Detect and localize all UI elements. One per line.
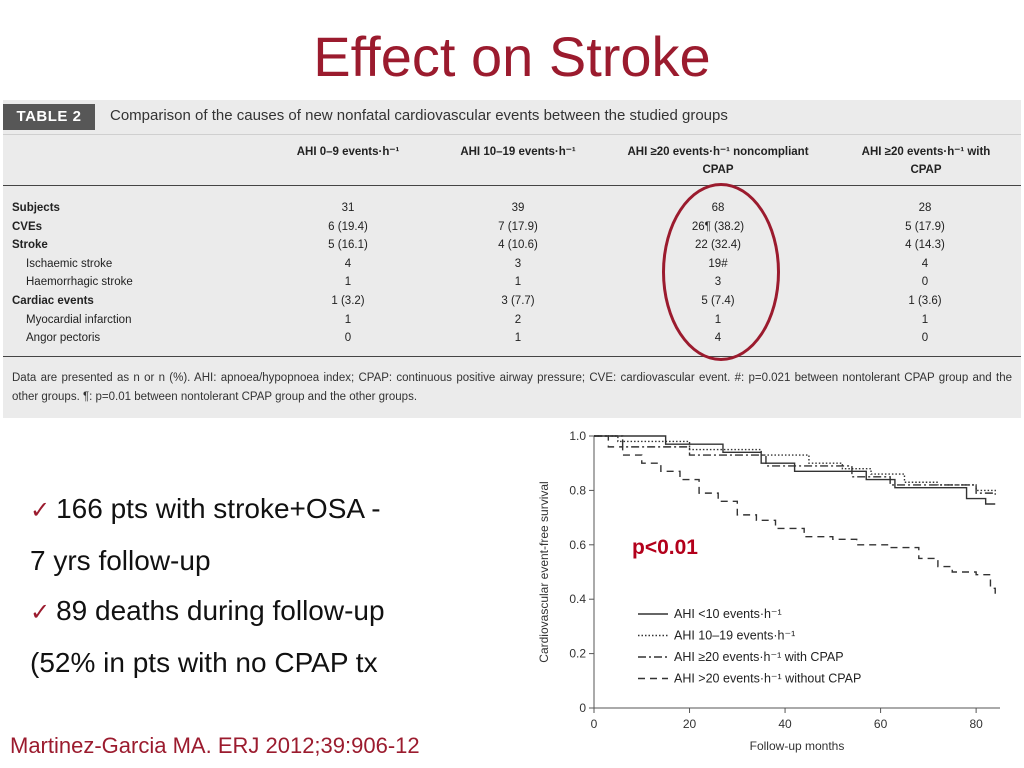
bullet-item: ✓ 89 deaths during follow-up xyxy=(30,586,510,638)
table-cell: 6 (19.4) xyxy=(328,220,368,233)
bullet-text: 7 yrs follow-up xyxy=(30,545,211,576)
x-axis-label: Follow-up months xyxy=(750,739,845,753)
study-table: TABLE 2 Comparison of the causes of new … xyxy=(3,100,1021,418)
bullet-text: 89 deaths during follow-up xyxy=(56,595,385,626)
highlight-circle xyxy=(662,183,780,361)
legend-entry: AHI ≥20 events·h⁻¹ with CPAP xyxy=(674,650,844,664)
table-cell: 1 (3.6) xyxy=(908,295,942,307)
table-cell: 3 (7.7) xyxy=(501,295,535,307)
table-cell: 5 (17.9) xyxy=(905,220,945,233)
table-cell: 1 xyxy=(344,313,352,326)
y-tick-label: 1.0 xyxy=(569,429,586,443)
survival-curve xyxy=(594,435,996,597)
column-header-line: CPAP xyxy=(910,164,942,176)
table-cell: 4 xyxy=(344,257,352,270)
row-label: Haemorrhagic stroke xyxy=(26,276,133,289)
y-tick-label: 0 xyxy=(579,701,586,715)
table-cell: 4 xyxy=(921,257,929,270)
column-header-line: AHI 10–19 events·h⁻¹ xyxy=(460,146,576,158)
survival-curve xyxy=(594,435,996,496)
checkmark-icon: ✓ xyxy=(30,497,51,524)
x-tick-label: 40 xyxy=(778,717,792,731)
table-rule xyxy=(3,356,1021,357)
table-cell: 0 xyxy=(344,332,352,345)
row-label: CVEs xyxy=(12,220,43,233)
slide-title: Effect on Stroke xyxy=(313,25,711,88)
table-cell: 0 xyxy=(921,332,929,345)
table-header-bar: TABLE 2 Comparison of the causes of new … xyxy=(3,100,1021,135)
row-label: Myocardial infarction xyxy=(26,313,132,326)
p-value-annotation: p<0.01 xyxy=(632,536,698,559)
table-rule xyxy=(3,185,1021,186)
bullet-item: (52% in pts with no CPAP tx xyxy=(30,638,510,688)
table-cell: 4 (14.3) xyxy=(905,239,945,252)
table-cell: 0 xyxy=(921,276,929,289)
column-header: AHI ≥20 events·h⁻¹ with CPAP xyxy=(841,143,1011,179)
bullet-item: 7 yrs follow-up xyxy=(30,536,510,586)
x-tick-label: 0 xyxy=(591,717,598,731)
survival-curve xyxy=(594,435,996,494)
legend-entry: AHI <10 events·h⁻¹ xyxy=(674,607,782,621)
table-cell: 1 xyxy=(344,276,352,289)
table-cell: 7 (17.9) xyxy=(498,220,538,233)
column-header: AHI 10–19 events·h⁻¹ xyxy=(443,143,593,161)
x-tick-label: 60 xyxy=(874,717,888,731)
citation: Martinez-Garcia MA. ERJ 2012;39:906-12 xyxy=(10,733,420,758)
survival-curve xyxy=(594,435,996,505)
checkmark-icon: ✓ xyxy=(30,599,51,626)
row-label: Cardiac events xyxy=(12,295,94,307)
table-tag: TABLE 2 xyxy=(3,104,95,130)
table-cell: 4 (10.6) xyxy=(498,239,538,252)
column-header-line: AHI 0–9 events·h⁻¹ xyxy=(296,146,400,158)
table-cell: 1 xyxy=(514,332,522,345)
y-tick-label: 0.8 xyxy=(569,483,586,497)
table-cell: 2 xyxy=(514,313,522,326)
column-header: AHI ≥20 events·h⁻¹ noncompliant CPAP xyxy=(603,143,833,179)
row-label: Stroke xyxy=(12,239,48,252)
y-tick-label: 0.6 xyxy=(569,538,586,552)
bullet-item: ✓ 166 pts with stroke+OSA - xyxy=(30,484,510,536)
y-tick-label: 0.2 xyxy=(569,647,586,661)
row-label: Ischaemic stroke xyxy=(26,257,113,270)
table-footnote: Data are presented as n or n (%). AHI: a… xyxy=(12,372,1012,403)
table-cell: 31 xyxy=(341,202,355,214)
column-header-line: AHI ≥20 events·h⁻¹ with xyxy=(861,146,991,158)
table-cell: 39 xyxy=(511,202,525,214)
y-axis-label: Cardiovascular event-free survival xyxy=(537,481,551,662)
table-cell: 3 xyxy=(514,257,522,270)
bullet-text: 166 pts with stroke+OSA - xyxy=(56,493,381,524)
bullet-list: ✓ 166 pts with stroke+OSA - 7 yrs follow-… xyxy=(30,484,510,688)
x-tick-label: 20 xyxy=(683,717,697,731)
table-cell: 1 xyxy=(921,313,929,326)
column-header-line: CPAP xyxy=(702,164,734,176)
table-cell: 28 xyxy=(918,202,932,214)
column-header: AHI 0–9 events·h⁻¹ xyxy=(273,143,423,161)
column-header-line: AHI ≥20 events·h⁻¹ noncompliant xyxy=(627,146,809,158)
row-label: Subjects xyxy=(12,202,60,214)
table-cell: 1 (3.2) xyxy=(331,295,365,307)
survival-chart: 0 0.2 0.4 0.6 0.8 1.0 0 20 40 60 80 Follow-up month… xyxy=(537,429,1000,753)
table-cell: 5 (16.1) xyxy=(328,239,368,252)
row-label: Angor pectoris xyxy=(26,332,101,345)
x-tick-label: 80 xyxy=(969,717,983,731)
table-cell: 1 xyxy=(514,276,522,289)
table-caption: Comparison of the causes of new nonfatal… xyxy=(110,107,728,124)
bullet-text: (52% in pts with no CPAP tx xyxy=(30,647,378,678)
y-tick-label: 0.4 xyxy=(569,592,586,606)
legend-entry: AHI >20 events·h⁻¹ without CPAP xyxy=(674,672,861,686)
legend-entry: AHI 10–19 events·h⁻¹ xyxy=(674,629,795,643)
